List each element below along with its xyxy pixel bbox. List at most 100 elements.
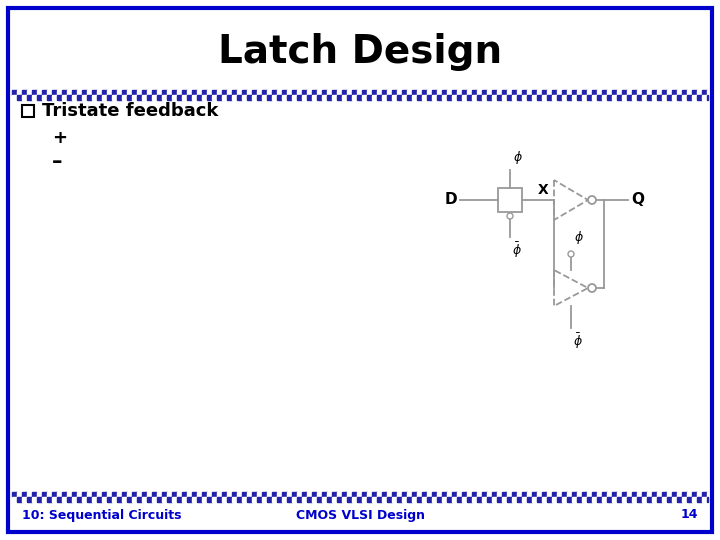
Bar: [12, 497, 17, 502]
Bar: [262, 497, 267, 502]
Bar: [457, 95, 462, 100]
Bar: [102, 492, 107, 497]
Bar: [542, 95, 547, 100]
Bar: [498, 188, 522, 212]
Bar: [627, 497, 632, 502]
Bar: [82, 497, 87, 502]
Bar: [687, 497, 692, 502]
Bar: [157, 497, 162, 502]
Bar: [422, 95, 427, 100]
Bar: [147, 95, 152, 100]
Bar: [367, 95, 372, 100]
Bar: [322, 492, 327, 497]
Bar: [502, 492, 507, 497]
Bar: [292, 492, 297, 497]
Bar: [642, 497, 647, 502]
Bar: [82, 492, 87, 497]
Bar: [422, 497, 427, 502]
Bar: [147, 90, 152, 95]
Bar: [197, 90, 202, 95]
Bar: [297, 497, 302, 502]
Bar: [72, 90, 77, 95]
Bar: [147, 492, 152, 497]
Bar: [402, 497, 407, 502]
Bar: [77, 90, 82, 95]
Bar: [597, 90, 602, 95]
Bar: [187, 90, 192, 95]
Bar: [442, 492, 447, 497]
Bar: [387, 492, 392, 497]
Bar: [172, 95, 177, 100]
Bar: [412, 95, 417, 100]
Bar: [387, 497, 392, 502]
Bar: [407, 95, 412, 100]
Bar: [257, 95, 262, 100]
Circle shape: [588, 196, 596, 204]
Bar: [307, 90, 312, 95]
Bar: [522, 95, 527, 100]
Bar: [457, 492, 462, 497]
Bar: [667, 90, 672, 95]
Bar: [317, 95, 322, 100]
Bar: [577, 497, 582, 502]
Bar: [17, 90, 22, 95]
Bar: [452, 95, 457, 100]
Bar: [492, 492, 497, 497]
Bar: [417, 492, 422, 497]
Bar: [622, 90, 627, 95]
Bar: [527, 492, 532, 497]
Bar: [677, 497, 682, 502]
Bar: [582, 90, 587, 95]
Bar: [682, 497, 687, 502]
Bar: [617, 497, 622, 502]
Bar: [157, 95, 162, 100]
Bar: [312, 497, 317, 502]
Bar: [607, 95, 612, 100]
Bar: [37, 90, 42, 95]
Bar: [127, 497, 132, 502]
Bar: [312, 90, 317, 95]
Bar: [682, 492, 687, 497]
Bar: [247, 492, 252, 497]
Bar: [357, 90, 362, 95]
Bar: [337, 90, 342, 95]
Bar: [592, 497, 597, 502]
Bar: [392, 95, 397, 100]
Bar: [107, 492, 112, 497]
Bar: [22, 90, 27, 95]
Bar: [612, 492, 617, 497]
Bar: [42, 497, 47, 502]
Bar: [157, 492, 162, 497]
Bar: [257, 90, 262, 95]
Bar: [217, 492, 222, 497]
Circle shape: [568, 251, 574, 257]
Bar: [22, 497, 27, 502]
Bar: [277, 95, 282, 100]
Bar: [587, 497, 592, 502]
Bar: [322, 95, 327, 100]
Bar: [287, 497, 292, 502]
Bar: [262, 90, 267, 95]
Bar: [302, 497, 307, 502]
Bar: [562, 497, 567, 502]
Bar: [607, 497, 612, 502]
Bar: [592, 90, 597, 95]
Bar: [522, 90, 527, 95]
Bar: [207, 497, 212, 502]
Bar: [202, 90, 207, 95]
Bar: [152, 492, 157, 497]
Bar: [367, 90, 372, 95]
Bar: [702, 95, 707, 100]
Bar: [117, 95, 122, 100]
Bar: [262, 492, 267, 497]
Bar: [257, 497, 262, 502]
Bar: [582, 492, 587, 497]
Bar: [652, 95, 657, 100]
Bar: [517, 497, 522, 502]
Bar: [87, 492, 92, 497]
Bar: [322, 90, 327, 95]
Bar: [102, 95, 107, 100]
Bar: [512, 492, 517, 497]
Bar: [427, 90, 432, 95]
Bar: [417, 90, 422, 95]
